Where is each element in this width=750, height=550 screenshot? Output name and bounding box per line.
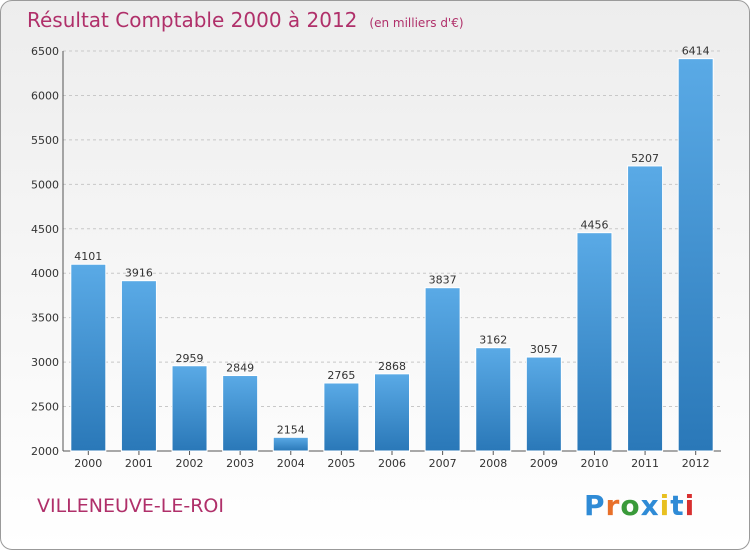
y-tick-label: 6000 [31, 89, 59, 102]
data-label: 3837 [429, 274, 457, 287]
logo-letter: i [684, 489, 696, 522]
y-tick-label: 5500 [31, 134, 59, 147]
x-tick-label: 2004 [277, 457, 305, 470]
bar [424, 287, 461, 452]
x-tick-label: 2007 [429, 457, 457, 470]
bar [525, 356, 562, 452]
logo-letter: o [620, 489, 641, 522]
data-label: 3916 [125, 267, 153, 280]
chart-subtitle: (en milliers d'€) [369, 16, 464, 30]
data-label: 2959 [176, 352, 204, 365]
x-tick-label: 2005 [327, 457, 355, 470]
bar [70, 263, 107, 452]
x-tick-label: 2012 [682, 457, 710, 470]
bar [576, 232, 613, 452]
bar [272, 436, 309, 452]
x-tick-label: 2003 [226, 457, 254, 470]
logo-letter: x [640, 489, 660, 522]
x-tick-label: 2000 [74, 457, 102, 470]
x-tick-label: 2006 [378, 457, 406, 470]
x-tick-label: 2008 [479, 457, 507, 470]
y-tick-label: 2500 [31, 401, 59, 414]
bar [323, 382, 360, 452]
x-tick-label: 2010 [580, 457, 608, 470]
logo-letter: t [670, 489, 685, 522]
data-label: 2868 [378, 360, 406, 373]
y-tick-label: 3500 [31, 312, 59, 325]
y-tick-label: 5000 [31, 178, 59, 191]
logo-letter: P [584, 489, 606, 522]
x-tick-label: 2009 [530, 457, 558, 470]
data-label: 2154 [277, 423, 305, 436]
y-tick-label: 6500 [31, 45, 59, 58]
data-label: 2765 [327, 369, 355, 382]
bar [475, 347, 512, 452]
place-name: VILLENEUVE-LE-ROI [37, 495, 224, 517]
data-label: 5207 [631, 152, 659, 165]
data-label: 4456 [580, 219, 608, 232]
y-tick-label: 3000 [31, 356, 59, 369]
y-tick-label: 2000 [31, 445, 59, 458]
bar [374, 373, 410, 452]
data-label: 3162 [479, 334, 507, 347]
bar [171, 365, 208, 452]
logo-letter: i [659, 489, 671, 522]
logo-letter: r [605, 489, 621, 522]
data-label: 6414 [682, 45, 710, 58]
proxiti-logo[interactable]: Proxiti [584, 489, 695, 522]
bar [627, 165, 664, 452]
y-tick-label: 4000 [31, 267, 59, 280]
data-label: 2849 [226, 362, 254, 375]
chart-title: Résultat Comptable 2000 à 2012 (en millie… [27, 8, 464, 32]
x-tick-label: 2001 [125, 457, 153, 470]
y-tick-label: 4500 [31, 223, 59, 236]
data-label: 4101 [74, 250, 102, 263]
bar [120, 280, 157, 452]
bar [222, 375, 259, 452]
title-text: Résultat Comptable 2000 à 2012 [27, 8, 358, 32]
data-label: 3057 [530, 343, 558, 356]
bar [677, 58, 714, 452]
x-tick-label: 2002 [176, 457, 204, 470]
x-tick-label: 2011 [631, 457, 659, 470]
